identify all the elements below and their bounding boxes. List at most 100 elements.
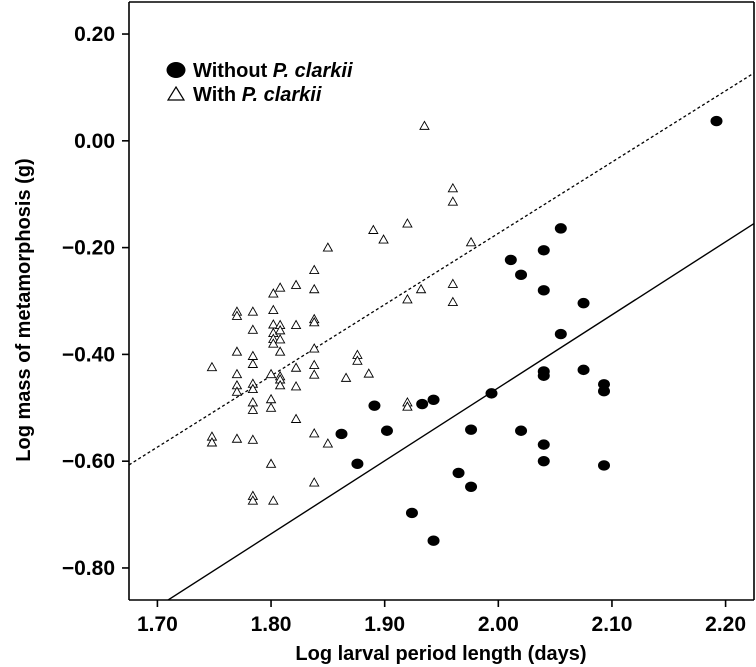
point-without-p-clarkii	[537, 455, 550, 467]
legend-marker-open-triangle	[166, 85, 186, 101]
data-points	[206, 115, 723, 546]
point-with-p-clarkii	[308, 283, 320, 294]
point-without-p-clarkii	[465, 481, 478, 493]
y-tick-label: −0.80	[62, 557, 115, 580]
point-with-p-clarkii	[265, 402, 277, 412]
x-tick-label: 1.70	[137, 613, 178, 636]
point-without-p-clarkii	[427, 394, 440, 405]
point-with-p-clarkii	[447, 182, 459, 193]
point-with-p-clarkii	[274, 324, 286, 335]
point-with-p-clarkii	[368, 224, 379, 234]
point-with-p-clarkii	[247, 404, 259, 414]
point-with-p-clarkii	[290, 381, 302, 391]
y-tick-label: −0.60	[62, 450, 115, 473]
point-with-p-clarkii	[231, 346, 243, 356]
point-with-p-clarkii	[268, 495, 279, 505]
point-with-p-clarkii	[231, 310, 243, 320]
y-tick-label: 0.20	[74, 23, 115, 46]
y-tick-label: 0.00	[74, 130, 115, 153]
legend-entry-with-species: P. clarkii	[242, 84, 322, 106]
point-with-p-clarkii	[206, 437, 218, 447]
point-without-p-clarkii	[416, 398, 429, 410]
y-ticks: 0.20 0.00 −0.20 −0.40 −0.60 −0.80	[62, 23, 129, 580]
legend-entry-without: Without P. clarkii	[193, 60, 353, 82]
point-without-p-clarkii	[598, 460, 610, 471]
y-tick-label: −0.20	[62, 237, 115, 260]
x-tick-label: 2.10	[592, 613, 633, 636]
point-with-p-clarkii	[308, 316, 320, 327]
x-tick-label: 1.90	[364, 613, 405, 636]
point-with-p-clarkii	[274, 379, 286, 390]
point-with-p-clarkii	[308, 477, 320, 487]
point-with-p-clarkii	[206, 361, 218, 372]
x-axis-title: Log larval period length (days)	[295, 643, 586, 665]
point-without-p-clarkii	[554, 223, 567, 234]
point-with-p-clarkii	[402, 218, 413, 228]
point-with-p-clarkii	[247, 495, 259, 505]
point-without-p-clarkii	[504, 254, 517, 266]
point-without-p-clarkii	[485, 388, 498, 399]
point-with-p-clarkii	[268, 304, 279, 315]
trendline-dashed	[129, 72, 754, 466]
point-with-p-clarkii	[447, 196, 459, 206]
x-tick-label: 2.00	[478, 613, 519, 636]
point-without-p-clarkii	[537, 285, 550, 296]
point-with-p-clarkii	[352, 355, 363, 365]
point-with-p-clarkii	[402, 293, 413, 304]
legend-entry-with: With P. clarkii	[193, 84, 322, 106]
point-with-p-clarkii	[247, 350, 259, 360]
y-tick-label: −0.40	[62, 343, 115, 366]
legend-entry-with-prefix: With	[193, 84, 242, 106]
point-with-p-clarkii	[419, 120, 430, 130]
point-with-p-clarkii	[247, 434, 259, 444]
point-with-p-clarkii	[308, 427, 320, 438]
point-with-p-clarkii	[231, 368, 243, 379]
point-without-p-clarkii	[380, 425, 393, 436]
point-without-p-clarkii	[351, 458, 364, 470]
point-with-p-clarkii	[274, 282, 286, 292]
point-with-p-clarkii	[247, 324, 259, 334]
point-with-p-clarkii	[290, 279, 302, 289]
point-with-p-clarkii	[290, 413, 302, 423]
point-without-p-clarkii	[465, 424, 478, 435]
x-tick-label: 1.80	[251, 613, 292, 636]
legend: Without P. clarkii With P. clarkii	[166, 60, 353, 106]
point-without-p-clarkii	[368, 400, 381, 411]
trendlines	[129, 72, 754, 600]
point-without-p-clarkii	[515, 269, 528, 281]
y-axis-title: Log mass of metamorphosis (g)	[13, 158, 35, 461]
point-without-p-clarkii	[452, 467, 465, 479]
point-without-p-clarkii	[554, 328, 567, 340]
point-with-p-clarkii	[247, 358, 259, 368]
point-with-p-clarkii	[465, 236, 477, 247]
point-without-p-clarkii	[537, 439, 550, 450]
point-with-p-clarkii	[247, 383, 259, 394]
legend-entry-without-species: P. clarkii	[273, 60, 353, 82]
point-with-p-clarkii	[274, 346, 286, 356]
legend-entry-without-prefix: Without	[193, 60, 273, 82]
point-without-p-clarkii	[515, 425, 528, 436]
point-without-p-clarkii	[710, 115, 723, 127]
point-without-p-clarkii	[577, 297, 590, 309]
x-tick-label: 2.20	[705, 613, 746, 636]
point-with-p-clarkii	[268, 288, 279, 298]
point-with-p-clarkii	[290, 362, 302, 372]
axes	[128, 1, 755, 601]
point-with-p-clarkii	[447, 296, 459, 307]
point-with-p-clarkii	[447, 278, 459, 288]
point-with-p-clarkii	[265, 368, 277, 379]
point-with-p-clarkii	[247, 306, 259, 316]
legend-marker-filled-circle	[166, 62, 186, 78]
point-with-p-clarkii	[308, 369, 320, 379]
point-without-p-clarkii	[335, 428, 348, 440]
point-with-p-clarkii	[402, 401, 413, 411]
point-with-p-clarkii	[290, 319, 302, 329]
x-ticks: 1.70 1.80 1.90 2.00 2.10 2.20	[137, 600, 746, 636]
point-without-p-clarkii	[537, 245, 550, 256]
point-with-p-clarkii	[231, 433, 243, 443]
point-with-p-clarkii	[340, 372, 352, 382]
point-with-p-clarkii	[308, 359, 320, 370]
point-without-p-clarkii	[427, 535, 440, 546]
point-with-p-clarkii	[231, 386, 243, 396]
